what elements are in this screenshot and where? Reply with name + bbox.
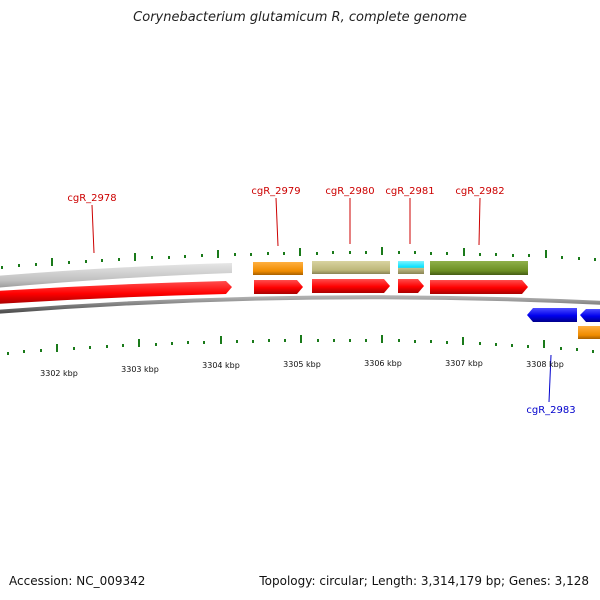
leader-cgR_2983 xyxy=(548,354,552,403)
leader-cgR_2979 xyxy=(275,197,279,247)
upper-tick-ring xyxy=(1,247,596,269)
leader-cgR_2982 xyxy=(478,197,481,246)
cog-box-cgR_2981[interactable] xyxy=(398,261,424,274)
accession-text: Accession: NC_009342 xyxy=(9,574,146,588)
cds-arrow-next-reverse[interactable] xyxy=(580,309,600,322)
cog-box-cgR_2982[interactable] xyxy=(430,261,528,275)
map-title: Corynebacterium glutamicum R, complete g… xyxy=(133,10,467,25)
label-leader-lines xyxy=(91,197,552,403)
lower-tick-ring xyxy=(7,335,594,355)
gene-label-cgR_2978[interactable]: cgR_2978 xyxy=(67,193,116,204)
gene-label-cgR_2981[interactable]: cgR_2981 xyxy=(385,186,434,197)
cds-arrow-cgR_2978[interactable] xyxy=(0,281,232,304)
gene-label-cgR_2980[interactable]: cgR_2980 xyxy=(325,186,374,197)
cog-arc-cgR_2978[interactable] xyxy=(0,263,232,288)
cds-arrow-cgR_2982[interactable] xyxy=(430,280,528,294)
gene-label-cgR_2982[interactable]: cgR_2982 xyxy=(455,186,504,197)
leader-cgR_2978 xyxy=(91,204,95,254)
gene-label-cgR_2983[interactable]: cgR_2983 xyxy=(526,405,575,416)
scale-label-3303: 3303 kbp xyxy=(121,365,159,374)
genome-summary-text: Topology: circular; Length: 3,314,179 bp… xyxy=(259,574,589,588)
scale-label-3302: 3302 kbp xyxy=(40,369,78,378)
scale-label-3307: 3307 kbp xyxy=(445,359,483,368)
scale-label-3305: 3305 kbp xyxy=(283,360,321,369)
cds-arrow-cgR_2980[interactable] xyxy=(312,279,390,293)
cog-box-cgR_2983[interactable] xyxy=(578,326,600,339)
cds-arrow-cgR_2979[interactable] xyxy=(254,280,303,294)
scale-label-3304: 3304 kbp xyxy=(202,361,240,370)
cds-arrow-cgR_2981[interactable] xyxy=(398,279,424,293)
cog-box-cgR_2980[interactable] xyxy=(312,261,390,274)
cds-arrow-cgR_2983[interactable] xyxy=(527,308,577,322)
cog-box-cgR_2979[interactable] xyxy=(253,262,303,275)
scale-label-3306: 3306 kbp xyxy=(364,359,402,368)
genome-backbone xyxy=(0,295,600,314)
scale-label-3308: 3308 kbp xyxy=(526,360,564,369)
gene-label-cgR_2979[interactable]: cgR_2979 xyxy=(251,186,300,197)
